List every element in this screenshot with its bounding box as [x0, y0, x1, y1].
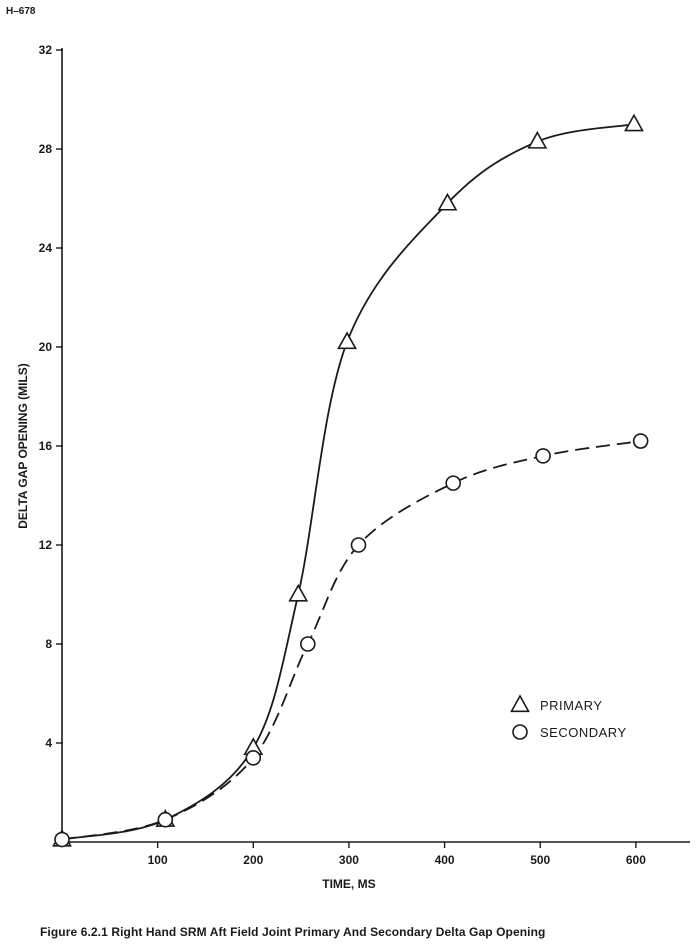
point-primary-7	[624, 113, 644, 132]
x-tick-label-300: 300	[339, 853, 359, 867]
y-tick-label-8: 8	[45, 637, 52, 651]
x-tick-label-500: 500	[530, 853, 550, 867]
x-tick-label-400: 400	[435, 853, 455, 867]
point-secondary-7	[632, 433, 649, 449]
point-secondary-4	[350, 537, 367, 553]
point-primary-6	[527, 130, 548, 149]
point-primary-4	[337, 331, 357, 350]
point-secondary-3	[300, 636, 316, 652]
y-tick-label-4: 4	[45, 736, 52, 750]
legend-marker-primary	[510, 694, 530, 713]
figure-caption: Figure 6.2.1 Right Hand SRM Aft Field Jo…	[40, 925, 546, 939]
x-axis-title: TIME, MS	[322, 877, 375, 891]
point-primary-3	[288, 583, 309, 602]
y-tick-label-24: 24	[39, 241, 53, 255]
point-secondary-1	[157, 811, 174, 828]
point-secondary-0	[54, 831, 70, 848]
series-line-secondary	[61, 440, 641, 841]
x-tick-label-100: 100	[148, 853, 168, 867]
x-tick-label-600: 600	[626, 853, 646, 867]
y-tick-label-16: 16	[39, 439, 53, 453]
legend-marker-secondary	[512, 724, 528, 740]
chart-axes: 4 8 12 16 20 24 28 32 100 200 300 400 500 600 TIME, MS…	[16, 43, 690, 891]
chart-marker-layer	[52, 113, 649, 848]
y-tick-label-28: 28	[39, 142, 53, 156]
y-tick-label-20: 20	[39, 340, 53, 354]
legend-label-secondary: SECONDARY	[540, 725, 627, 740]
point-primary-5	[437, 192, 458, 211]
delta-gap-chart: 4 8 12 16 20 24 28 32 100 200 300 400 500 600 TIME, MS…	[16, 43, 690, 891]
point-secondary-6	[535, 448, 551, 464]
y-axis-title: DELTA GAP OPENING (MILS)	[16, 363, 30, 529]
chart-series-layer	[61, 123, 641, 841]
point-secondary-5	[445, 475, 461, 491]
y-tick-label-12: 12	[39, 538, 53, 552]
y-tick-label-32: 32	[39, 43, 53, 57]
document-id: H–678	[6, 6, 36, 17]
x-tick-label-200: 200	[243, 853, 263, 867]
point-secondary-2	[245, 750, 262, 766]
chart-legend: PRIMARY SECONDARY	[510, 694, 627, 740]
legend-label-primary: PRIMARY	[540, 698, 603, 713]
